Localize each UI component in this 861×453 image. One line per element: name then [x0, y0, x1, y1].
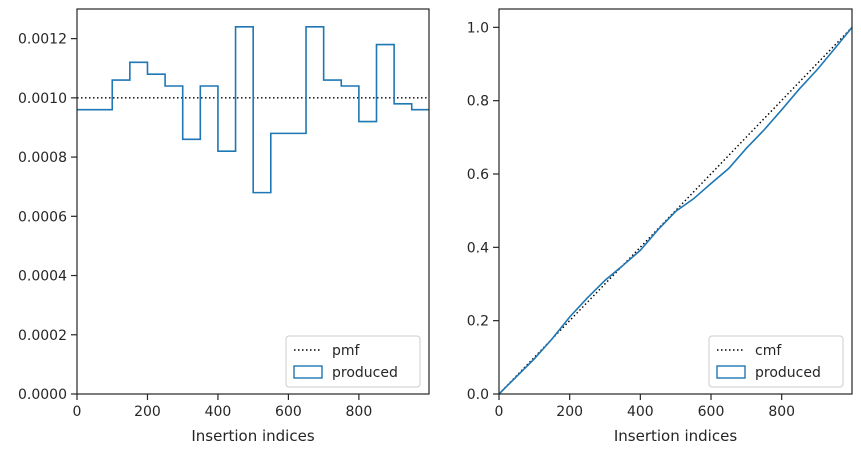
axes-frame: [498, 8, 853, 395]
x-axis-title: Insertion indices: [191, 427, 314, 445]
y-tick-label: 0.0012: [18, 32, 67, 48]
x-tick-label: 200: [556, 404, 583, 420]
y-tick-label: 0.0: [467, 387, 489, 403]
right-panel-cmf: 0 200 400 600 800 0.0 0.2 0.4 0.6 0.8 1.0 Insertion…: [467, 8, 853, 445]
legend-cmf-label: cmf: [755, 343, 782, 359]
legend-produced-swatch: [293, 365, 323, 379]
left-panel-pmf: 0 200 400 600 800 0.0000 0.0002 0.0004 0.0006 0.0…: [18, 8, 430, 445]
axes-frame: [76, 8, 430, 395]
y-tick-label: 0.6: [467, 167, 489, 183]
x-tick-label: 0: [495, 404, 504, 420]
x-tick-label: 200: [134, 404, 161, 420]
legend-box: [285, 335, 421, 388]
produced-cumulative-series: [498, 26, 853, 395]
x-tick-label: 0: [73, 404, 82, 420]
x-tick-label: 600: [275, 404, 302, 420]
y-tick-label: 0.0000: [18, 387, 67, 403]
legend-produced-swatch: [716, 365, 746, 379]
x-axis-title: Insertion indices: [614, 427, 737, 445]
legend-produced-label: produced: [332, 365, 398, 381]
legend-box: [708, 335, 844, 388]
y-tick-label: 0.4: [467, 240, 489, 256]
y-tick-label: 0.0010: [18, 91, 67, 107]
x-tick-label: 600: [698, 404, 725, 420]
x-tick-label: 800: [346, 404, 373, 420]
y-tick-label: 0.0008: [18, 150, 67, 166]
x-tick-label: 800: [768, 404, 795, 420]
legend-pmf-label: pmf: [332, 343, 361, 359]
y-tick-label: 0.2: [467, 314, 489, 330]
y-tick-label: 0.8: [467, 94, 489, 110]
y-tick-label: 0.0004: [18, 269, 67, 285]
y-tick-label: 0.0006: [18, 209, 67, 225]
legend-produced-label: produced: [755, 365, 821, 381]
x-tick-label: 400: [205, 404, 232, 420]
produced-step-series: [77, 25, 429, 194]
y-tick-label: 0.0002: [18, 328, 67, 344]
x-tick-label: 400: [627, 404, 654, 420]
y-tick-label: 1.0: [467, 20, 489, 36]
